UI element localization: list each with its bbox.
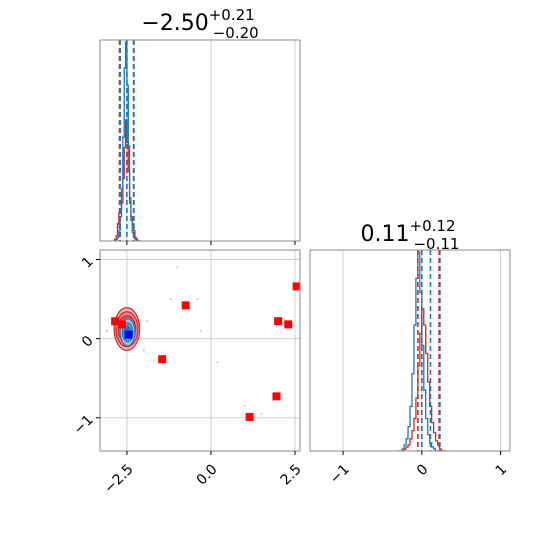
joint-ytick-label-1: 0 xyxy=(79,333,97,351)
joint-panel: −2.5 0.0 2.5 −1 0 1 xyxy=(71,249,305,497)
hist1-panel: −2.50+0.21 −0.20 xyxy=(99,6,301,245)
joint-xtick-label-1: 0.0 xyxy=(194,461,221,488)
hist1-gridlines xyxy=(126,40,296,241)
hist2-title: 0.11+0.12 −0.11 xyxy=(361,217,460,253)
joint-sample-point xyxy=(243,404,246,408)
joint-scatter xyxy=(105,266,263,416)
joint-sample-point xyxy=(169,297,172,301)
joint-markers xyxy=(111,282,300,421)
hist2-ticks: −1 0 1 xyxy=(327,451,510,487)
joint-sample-point xyxy=(145,320,149,323)
joint-ytick-label-2: 1 xyxy=(79,254,97,272)
joint-ytick-label-0: −1 xyxy=(71,412,97,438)
hist2-panel: −1 0 1 0.11+0.12 −0.11 xyxy=(309,217,511,487)
hist2-primary-series xyxy=(398,251,446,451)
joint-red-marker xyxy=(158,355,167,364)
hist2-title-minus: −0.11 xyxy=(413,235,459,253)
hist1-secondary-series xyxy=(113,119,141,241)
joint-sample-point xyxy=(105,329,108,332)
hist2-title-plus: +0.12 xyxy=(410,217,456,235)
hist2-xtick-label-2: 1 xyxy=(493,461,511,479)
joint-xtick-label-0: −2.5 xyxy=(101,461,136,496)
joint-sample-point xyxy=(260,412,263,416)
joint-sample-point xyxy=(216,361,219,364)
joint-red-marker xyxy=(272,392,281,401)
hist1-ticks xyxy=(126,241,296,245)
hist2-frame xyxy=(309,249,511,452)
joint-sample-point xyxy=(176,266,179,269)
hist1-title: −2.50+0.21 −0.20 xyxy=(141,6,258,42)
hist1-title-minus: −0.20 xyxy=(213,24,259,42)
joint-sample-point xyxy=(196,297,199,301)
joint-sample-point xyxy=(199,329,203,332)
hist1-quantile-lines xyxy=(118,40,135,241)
joint-frame xyxy=(99,249,301,452)
joint-xtick-label-2: 2.5 xyxy=(278,461,305,488)
hist1-title-plus: +0.21 xyxy=(209,6,255,24)
joint-contours xyxy=(113,307,141,352)
joint-ticks: −2.5 0.0 2.5 −1 0 1 xyxy=(71,254,305,497)
hist2-title-value: 0.11 xyxy=(361,222,410,247)
joint-red-marker xyxy=(245,412,254,421)
joint-sample-point xyxy=(142,349,145,352)
joint-red-marker xyxy=(111,317,120,326)
joint-true-marker xyxy=(124,330,133,339)
hist2-xtick-label-0: −1 xyxy=(327,461,353,487)
hist1-frame xyxy=(99,39,301,242)
hist2-quantile-lines xyxy=(417,250,441,451)
joint-red-marker xyxy=(274,317,283,326)
hist1-title-value: −2.50 xyxy=(141,11,208,36)
joint-red-marker xyxy=(284,320,293,329)
joint-red-marker xyxy=(117,320,126,329)
joint-red-marker xyxy=(292,282,300,291)
hist2-xtick-label-1: 0 xyxy=(414,461,432,479)
joint-red-marker xyxy=(181,301,190,310)
